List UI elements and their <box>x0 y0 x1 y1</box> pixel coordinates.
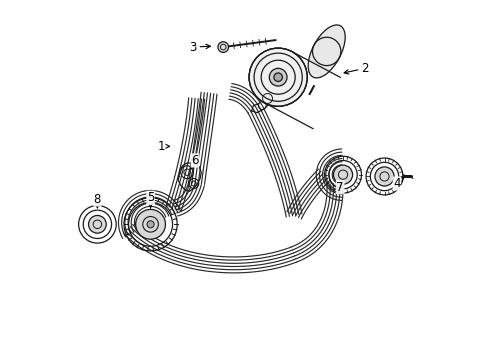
Circle shape <box>135 210 165 239</box>
Text: 8: 8 <box>94 193 101 208</box>
Text: 6: 6 <box>190 154 198 169</box>
Text: 2: 2 <box>344 62 368 75</box>
Circle shape <box>248 48 306 106</box>
Text: 4: 4 <box>392 177 403 190</box>
Circle shape <box>374 167 393 186</box>
Text: 5: 5 <box>146 191 154 208</box>
Ellipse shape <box>307 25 345 78</box>
Circle shape <box>218 42 228 53</box>
Circle shape <box>88 215 106 233</box>
Circle shape <box>269 68 286 86</box>
Circle shape <box>273 73 282 81</box>
Circle shape <box>333 165 352 184</box>
Text: 1: 1 <box>157 140 169 153</box>
Circle shape <box>269 68 286 86</box>
Circle shape <box>147 221 154 228</box>
Text: 7: 7 <box>336 181 343 194</box>
Text: 3: 3 <box>189 41 210 54</box>
